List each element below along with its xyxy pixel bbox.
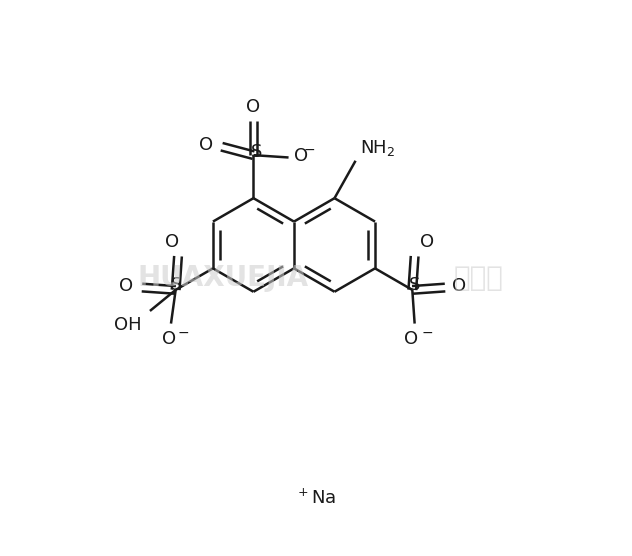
Text: OH: OH: [114, 316, 141, 335]
Text: 化学加: 化学加: [454, 264, 504, 292]
Text: O: O: [452, 277, 466, 295]
Text: NH$_2$: NH$_2$: [360, 138, 395, 158]
Text: O: O: [294, 147, 308, 165]
Text: S: S: [250, 143, 262, 161]
Text: O: O: [198, 136, 213, 153]
Text: O: O: [162, 330, 176, 348]
Text: $^+$Na: $^+$Na: [295, 489, 337, 508]
Text: HUAXUEJIA: HUAXUEJIA: [137, 264, 308, 292]
Text: −: −: [422, 326, 433, 340]
Text: O: O: [119, 277, 133, 295]
Text: O: O: [404, 330, 418, 348]
Text: S: S: [171, 276, 182, 294]
Text: −: −: [178, 326, 189, 340]
Text: O: O: [420, 233, 434, 251]
Text: −: −: [304, 143, 315, 157]
Text: O: O: [246, 98, 260, 116]
Text: S: S: [409, 276, 420, 294]
Text: O: O: [166, 233, 179, 251]
